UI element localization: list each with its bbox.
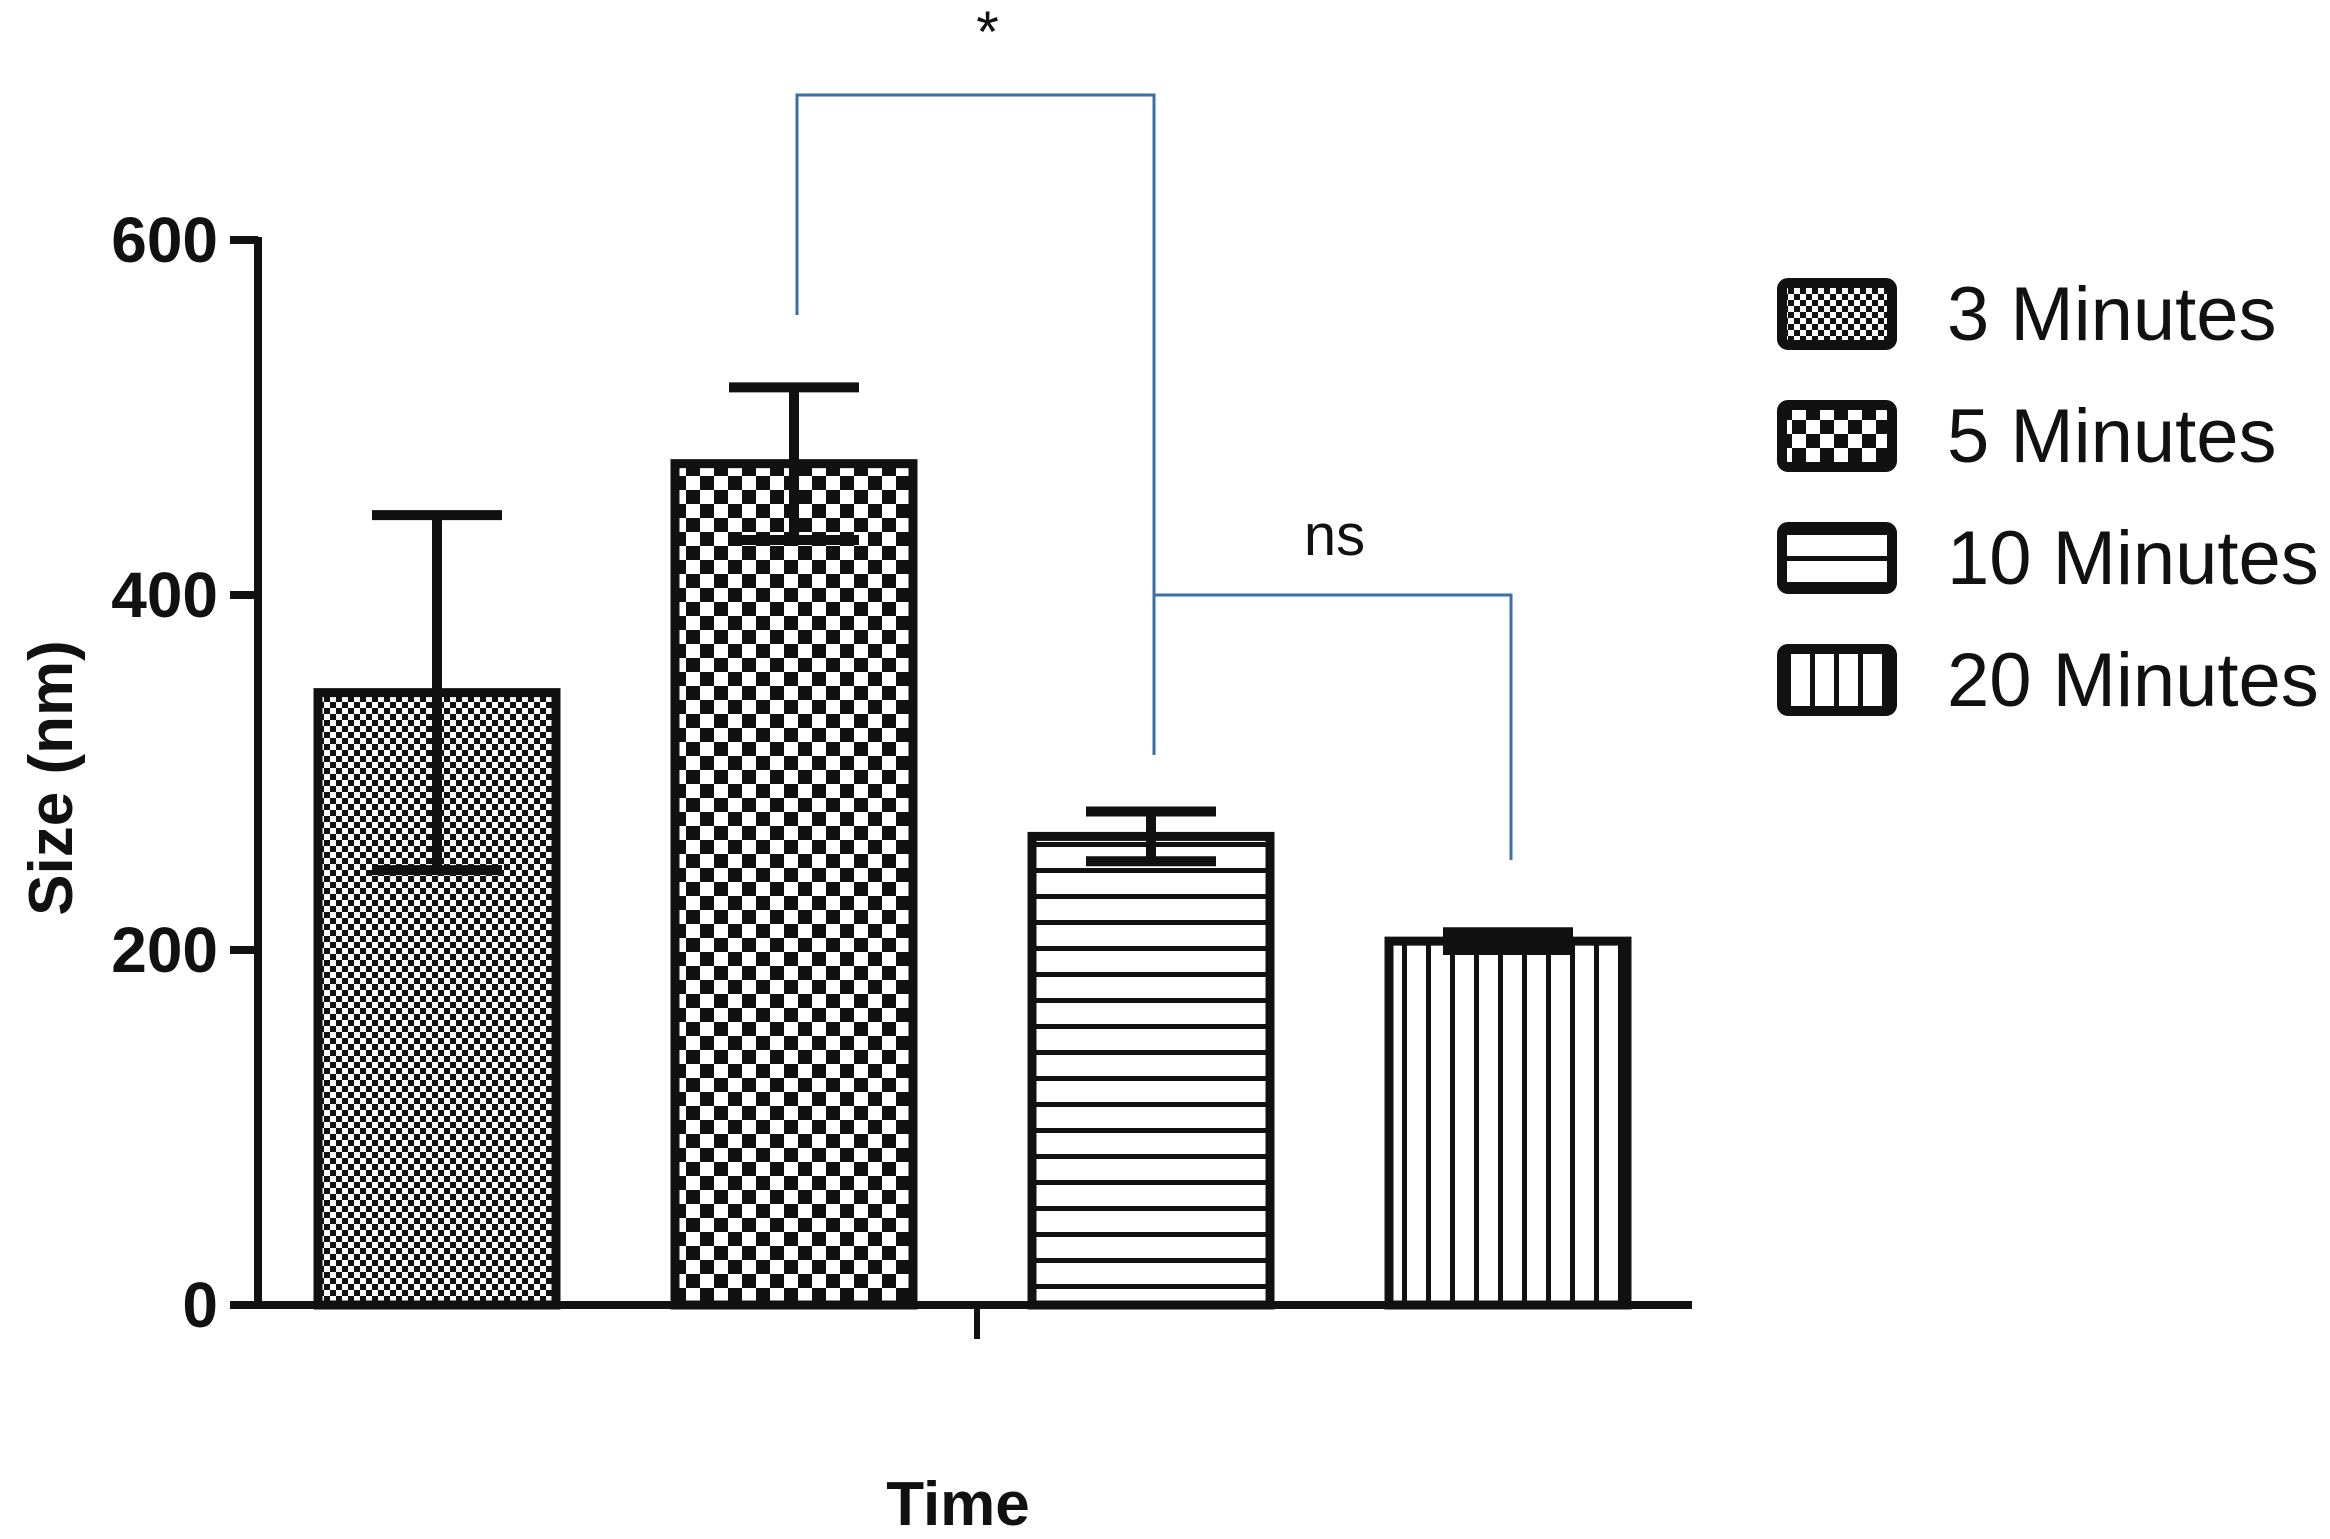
y-tick-label: 600	[111, 204, 218, 276]
significance-bracket	[1154, 593, 1513, 860]
significance-label: *	[976, 0, 999, 65]
bar	[1027, 831, 1275, 1310]
legend-label: 20 Minutes	[1947, 638, 2319, 723]
y-axis-title: Size (nm)	[17, 640, 86, 916]
y-tick-label: 200	[111, 914, 218, 986]
bar	[1384, 936, 1632, 1310]
significance-bracket	[795, 93, 1156, 755]
legend-label: 5 Minutes	[1947, 394, 2277, 479]
legend-swatch	[1777, 400, 1897, 472]
legend: 3 Minutes 5 Minutes 10 Minutes 20 Minutes	[1777, 272, 2319, 723]
legend-swatch	[1777, 278, 1897, 350]
x-axis	[254, 1301, 1692, 1339]
significance-label: ns	[1304, 503, 1365, 568]
legend-swatch	[1777, 522, 1897, 594]
error-bars	[372, 382, 1573, 955]
legend-label: 10 Minutes	[1947, 516, 2319, 601]
y-tick-label: 0	[182, 1269, 218, 1341]
significance-annotations: * ns	[795, 0, 1513, 860]
legend-label: 3 Minutes	[1947, 272, 2277, 357]
y-axis: 0 200 400 600	[111, 204, 262, 1341]
y-tick-label: 400	[111, 559, 218, 631]
legend-swatch	[1777, 644, 1897, 716]
bar	[670, 459, 918, 1310]
x-axis-title: Time	[886, 1470, 1030, 1539]
bars	[313, 459, 1632, 1310]
